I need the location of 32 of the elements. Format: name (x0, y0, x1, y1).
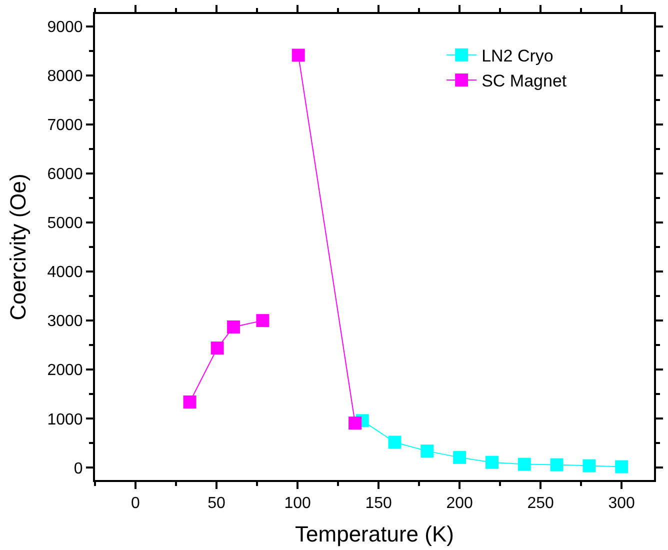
y-tick-label: 2000 (47, 362, 83, 380)
y-tick-label: 9000 (47, 18, 83, 36)
point (453, 450, 466, 464)
point (582, 459, 596, 472)
y-axis-title: Coercivity (Oe) (6, 174, 31, 320)
legend-label: LN2 Cryo (482, 46, 554, 66)
y-tick-label: 4000 (47, 264, 83, 282)
x-tick-label: 0 (131, 495, 140, 512)
point (485, 456, 498, 469)
y-tick-label: 5000 (47, 215, 83, 232)
x-tick-label: 200 (446, 495, 474, 512)
point (348, 416, 362, 430)
y-tick-label: 3000 (47, 313, 83, 330)
point (292, 48, 305, 62)
y-tick-label: 0 (74, 460, 83, 478)
point (518, 458, 531, 471)
x-tick-label: 300 (608, 495, 636, 512)
x-tick-label: 50 (208, 495, 226, 512)
x-axis-title: Temperature (K) (295, 522, 454, 547)
x-tick-label: 100 (284, 495, 311, 512)
point (183, 396, 196, 409)
point (388, 436, 402, 449)
x-tick-label: 150 (365, 495, 392, 512)
x-tick-label: 250 (527, 495, 554, 512)
y-tick-label: 7000 (47, 116, 83, 134)
y-tick-label: 6000 (47, 166, 83, 184)
y-tick-label: 8000 (47, 68, 83, 85)
point (550, 458, 564, 472)
point (420, 444, 434, 458)
point (615, 460, 628, 474)
legend-label: SC Magnet (482, 72, 567, 91)
y-tick-label: 1000 (47, 411, 83, 428)
